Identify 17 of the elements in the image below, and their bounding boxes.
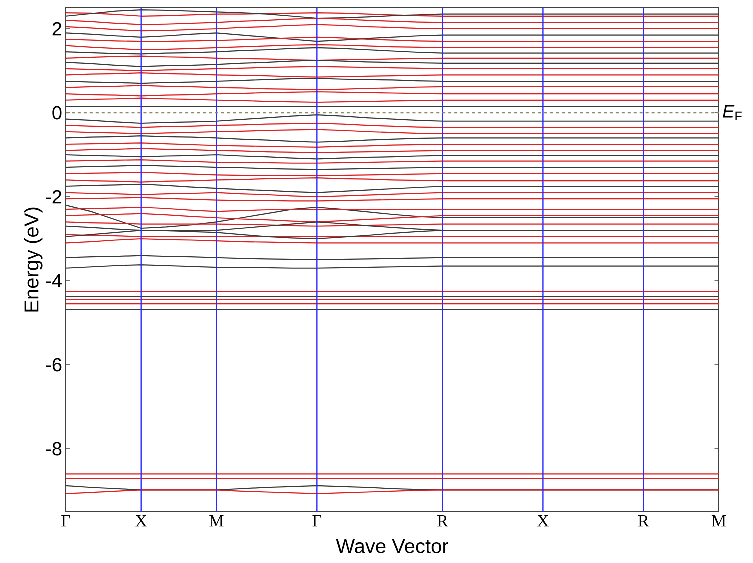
x-tick-label: Γ	[312, 516, 322, 527]
x-tick-label: Γ	[62, 516, 70, 527]
x-tick-label: R	[438, 516, 448, 527]
x-tick-label: M	[210, 516, 224, 527]
x-axis-title: Wave Vector	[336, 539, 448, 554]
x-tick-label: X	[537, 516, 550, 527]
y-tick-label: -2	[46, 190, 62, 204]
y-tick-label: -4	[46, 274, 62, 288]
y-tick-label: 2	[52, 22, 62, 36]
x-tick-label: X	[136, 516, 148, 527]
x-tick-label: M	[712, 516, 726, 527]
x-tick-label: R	[638, 516, 650, 527]
y-axis-title: Energy (eV)	[24, 208, 43, 312]
y-tick-label: -6	[46, 358, 62, 372]
ref-line-label: E$_{F}$	[723, 105, 742, 121]
y-tick-label: 0	[52, 106, 62, 120]
y-tick-label: -8	[46, 442, 62, 456]
